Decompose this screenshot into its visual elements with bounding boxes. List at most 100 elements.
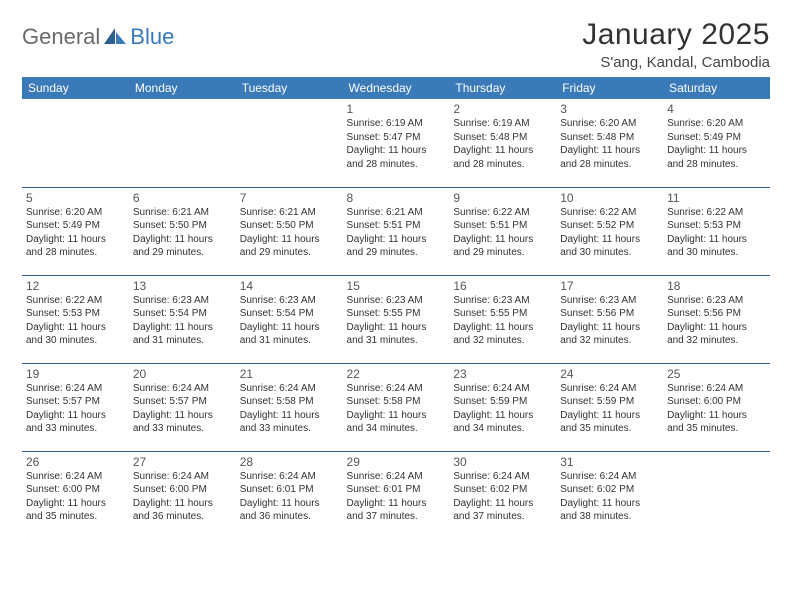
day-number: 16	[453, 279, 552, 293]
day-number: 9	[453, 191, 552, 205]
day-info: Sunrise: 6:19 AMSunset: 5:47 PMDaylight:…	[347, 117, 446, 171]
day-number: 24	[560, 367, 659, 381]
day-cell	[663, 451, 770, 539]
calendar-head: SundayMondayTuesdayWednesdayThursdayFrid…	[22, 77, 770, 99]
title-block: January 2025 S'ang, Kandal, Cambodia	[582, 18, 770, 71]
day-cell: 26Sunrise: 6:24 AMSunset: 6:00 PMDayligh…	[22, 451, 129, 539]
day-info: Sunrise: 6:23 AMSunset: 5:56 PMDaylight:…	[560, 294, 659, 348]
day-cell: 13Sunrise: 6:23 AMSunset: 5:54 PMDayligh…	[129, 275, 236, 363]
day-info: Sunrise: 6:24 AMSunset: 5:57 PMDaylight:…	[133, 382, 232, 436]
day-info: Sunrise: 6:23 AMSunset: 5:56 PMDaylight:…	[667, 294, 766, 348]
day-info: Sunrise: 6:21 AMSunset: 5:51 PMDaylight:…	[347, 206, 446, 260]
day-number: 25	[667, 367, 766, 381]
day-info: Sunrise: 6:24 AMSunset: 6:02 PMDaylight:…	[560, 470, 659, 524]
day-number: 26	[26, 455, 125, 469]
day-info: Sunrise: 6:23 AMSunset: 5:54 PMDaylight:…	[240, 294, 339, 348]
dayname-monday: Monday	[129, 77, 236, 99]
day-cell: 28Sunrise: 6:24 AMSunset: 6:01 PMDayligh…	[236, 451, 343, 539]
day-info: Sunrise: 6:22 AMSunset: 5:53 PMDaylight:…	[26, 294, 125, 348]
day-cell	[22, 99, 129, 187]
day-cell: 24Sunrise: 6:24 AMSunset: 5:59 PMDayligh…	[556, 363, 663, 451]
day-cell: 2Sunrise: 6:19 AMSunset: 5:48 PMDaylight…	[449, 99, 556, 187]
day-cell: 21Sunrise: 6:24 AMSunset: 5:58 PMDayligh…	[236, 363, 343, 451]
day-cell: 1Sunrise: 6:19 AMSunset: 5:47 PMDaylight…	[343, 99, 450, 187]
day-cell: 20Sunrise: 6:24 AMSunset: 5:57 PMDayligh…	[129, 363, 236, 451]
logo-text-general: General	[22, 24, 100, 50]
dayname-sunday: Sunday	[22, 77, 129, 99]
day-number: 5	[26, 191, 125, 205]
day-number: 12	[26, 279, 125, 293]
week-row: 1Sunrise: 6:19 AMSunset: 5:47 PMDaylight…	[22, 99, 770, 187]
day-number: 18	[667, 279, 766, 293]
week-row: 5Sunrise: 6:20 AMSunset: 5:49 PMDaylight…	[22, 187, 770, 275]
day-info: Sunrise: 6:24 AMSunset: 5:57 PMDaylight:…	[26, 382, 125, 436]
day-number: 2	[453, 102, 552, 116]
day-info: Sunrise: 6:24 AMSunset: 6:00 PMDaylight:…	[667, 382, 766, 436]
day-number: 4	[667, 102, 766, 116]
day-info: Sunrise: 6:22 AMSunset: 5:52 PMDaylight:…	[560, 206, 659, 260]
day-number: 27	[133, 455, 232, 469]
day-cell: 8Sunrise: 6:21 AMSunset: 5:51 PMDaylight…	[343, 187, 450, 275]
sail-icon	[102, 26, 128, 48]
day-number: 15	[347, 279, 446, 293]
day-cell: 30Sunrise: 6:24 AMSunset: 6:02 PMDayligh…	[449, 451, 556, 539]
day-number: 28	[240, 455, 339, 469]
day-cell: 25Sunrise: 6:24 AMSunset: 6:00 PMDayligh…	[663, 363, 770, 451]
day-cell: 7Sunrise: 6:21 AMSunset: 5:50 PMDaylight…	[236, 187, 343, 275]
dayname-saturday: Saturday	[663, 77, 770, 99]
logo-text-blue: Blue	[130, 24, 174, 50]
dayname-tuesday: Tuesday	[236, 77, 343, 99]
day-cell: 23Sunrise: 6:24 AMSunset: 5:59 PMDayligh…	[449, 363, 556, 451]
day-cell: 22Sunrise: 6:24 AMSunset: 5:58 PMDayligh…	[343, 363, 450, 451]
calendar-table: SundayMondayTuesdayWednesdayThursdayFrid…	[22, 77, 770, 539]
day-cell: 6Sunrise: 6:21 AMSunset: 5:50 PMDaylight…	[129, 187, 236, 275]
day-cell: 19Sunrise: 6:24 AMSunset: 5:57 PMDayligh…	[22, 363, 129, 451]
day-cell: 9Sunrise: 6:22 AMSunset: 5:51 PMDaylight…	[449, 187, 556, 275]
logo: General Blue	[22, 18, 174, 50]
day-cell: 29Sunrise: 6:24 AMSunset: 6:01 PMDayligh…	[343, 451, 450, 539]
day-info: Sunrise: 6:24 AMSunset: 5:59 PMDaylight:…	[453, 382, 552, 436]
day-info: Sunrise: 6:24 AMSunset: 5:58 PMDaylight:…	[347, 382, 446, 436]
day-number: 20	[133, 367, 232, 381]
day-info: Sunrise: 6:22 AMSunset: 5:51 PMDaylight:…	[453, 206, 552, 260]
day-info: Sunrise: 6:21 AMSunset: 5:50 PMDaylight:…	[240, 206, 339, 260]
day-info: Sunrise: 6:24 AMSunset: 5:59 PMDaylight:…	[560, 382, 659, 436]
day-cell: 16Sunrise: 6:23 AMSunset: 5:55 PMDayligh…	[449, 275, 556, 363]
day-info: Sunrise: 6:19 AMSunset: 5:48 PMDaylight:…	[453, 117, 552, 171]
calendar-body: 1Sunrise: 6:19 AMSunset: 5:47 PMDaylight…	[22, 99, 770, 539]
day-number: 30	[453, 455, 552, 469]
day-info: Sunrise: 6:23 AMSunset: 5:55 PMDaylight:…	[347, 294, 446, 348]
month-title: January 2025	[582, 18, 770, 52]
day-number: 7	[240, 191, 339, 205]
day-cell: 15Sunrise: 6:23 AMSunset: 5:55 PMDayligh…	[343, 275, 450, 363]
week-row: 19Sunrise: 6:24 AMSunset: 5:57 PMDayligh…	[22, 363, 770, 451]
week-row: 26 Sunrise: 6:24 AMSunset: 6:00 PMDayligh…	[22, 451, 770, 539]
day-cell: 12Sunrise: 6:22 AMSunset: 5:53 PMDayligh…	[22, 275, 129, 363]
header: General Blue January 2025 S'ang, Kandal,…	[22, 18, 770, 71]
day-number: 1	[347, 102, 446, 116]
day-info: Sunrise: 6:23 AMSunset: 5:55 PMDaylight:…	[453, 294, 552, 348]
day-cell	[236, 99, 343, 187]
day-number: 10	[560, 191, 659, 205]
day-info: Sunrise: 6:24 AMSunset: 6:01 PMDaylight:…	[347, 470, 446, 524]
day-cell: 4Sunrise: 6:20 AMSunset: 5:49 PMDaylight…	[663, 99, 770, 187]
day-info: Sunrise: 6:24 AMSunset: 6:01 PMDaylight:…	[240, 470, 339, 524]
day-cell	[129, 99, 236, 187]
week-row: 12Sunrise: 6:22 AMSunset: 5:53 PMDayligh…	[22, 275, 770, 363]
day-info: Sunrise: 6:20 AMSunset: 5:49 PMDaylight:…	[667, 117, 766, 171]
day-info: Sunrise: 6:21 AMSunset: 5:50 PMDaylight:…	[133, 206, 232, 260]
day-info: Sunrise: 6:20 AMSunset: 5:48 PMDaylight:…	[560, 117, 659, 171]
day-cell: 3Sunrise: 6:20 AMSunset: 5:48 PMDaylight…	[556, 99, 663, 187]
day-number: 29	[347, 455, 446, 469]
day-info: Sunrise: 6:24 AMSunset: 6:00 PMDaylight:…	[133, 470, 232, 524]
day-cell: 10Sunrise: 6:22 AMSunset: 5:52 PMDayligh…	[556, 187, 663, 275]
location: S'ang, Kandal, Cambodia	[582, 54, 770, 71]
day-number: 3	[560, 102, 659, 116]
day-cell: 31Sunrise: 6:24 AMSunset: 6:02 PMDayligh…	[556, 451, 663, 539]
day-cell: 17Sunrise: 6:23 AMSunset: 5:56 PMDayligh…	[556, 275, 663, 363]
day-number: 14	[240, 279, 339, 293]
day-info: Sunrise: 6:24 AMSunset: 6:02 PMDaylight:…	[453, 470, 552, 524]
day-cell: 11Sunrise: 6:22 AMSunset: 5:53 PMDayligh…	[663, 187, 770, 275]
dayname-wednesday: Wednesday	[343, 77, 450, 99]
day-cell: 27Sunrise: 6:24 AMSunset: 6:00 PMDayligh…	[129, 451, 236, 539]
